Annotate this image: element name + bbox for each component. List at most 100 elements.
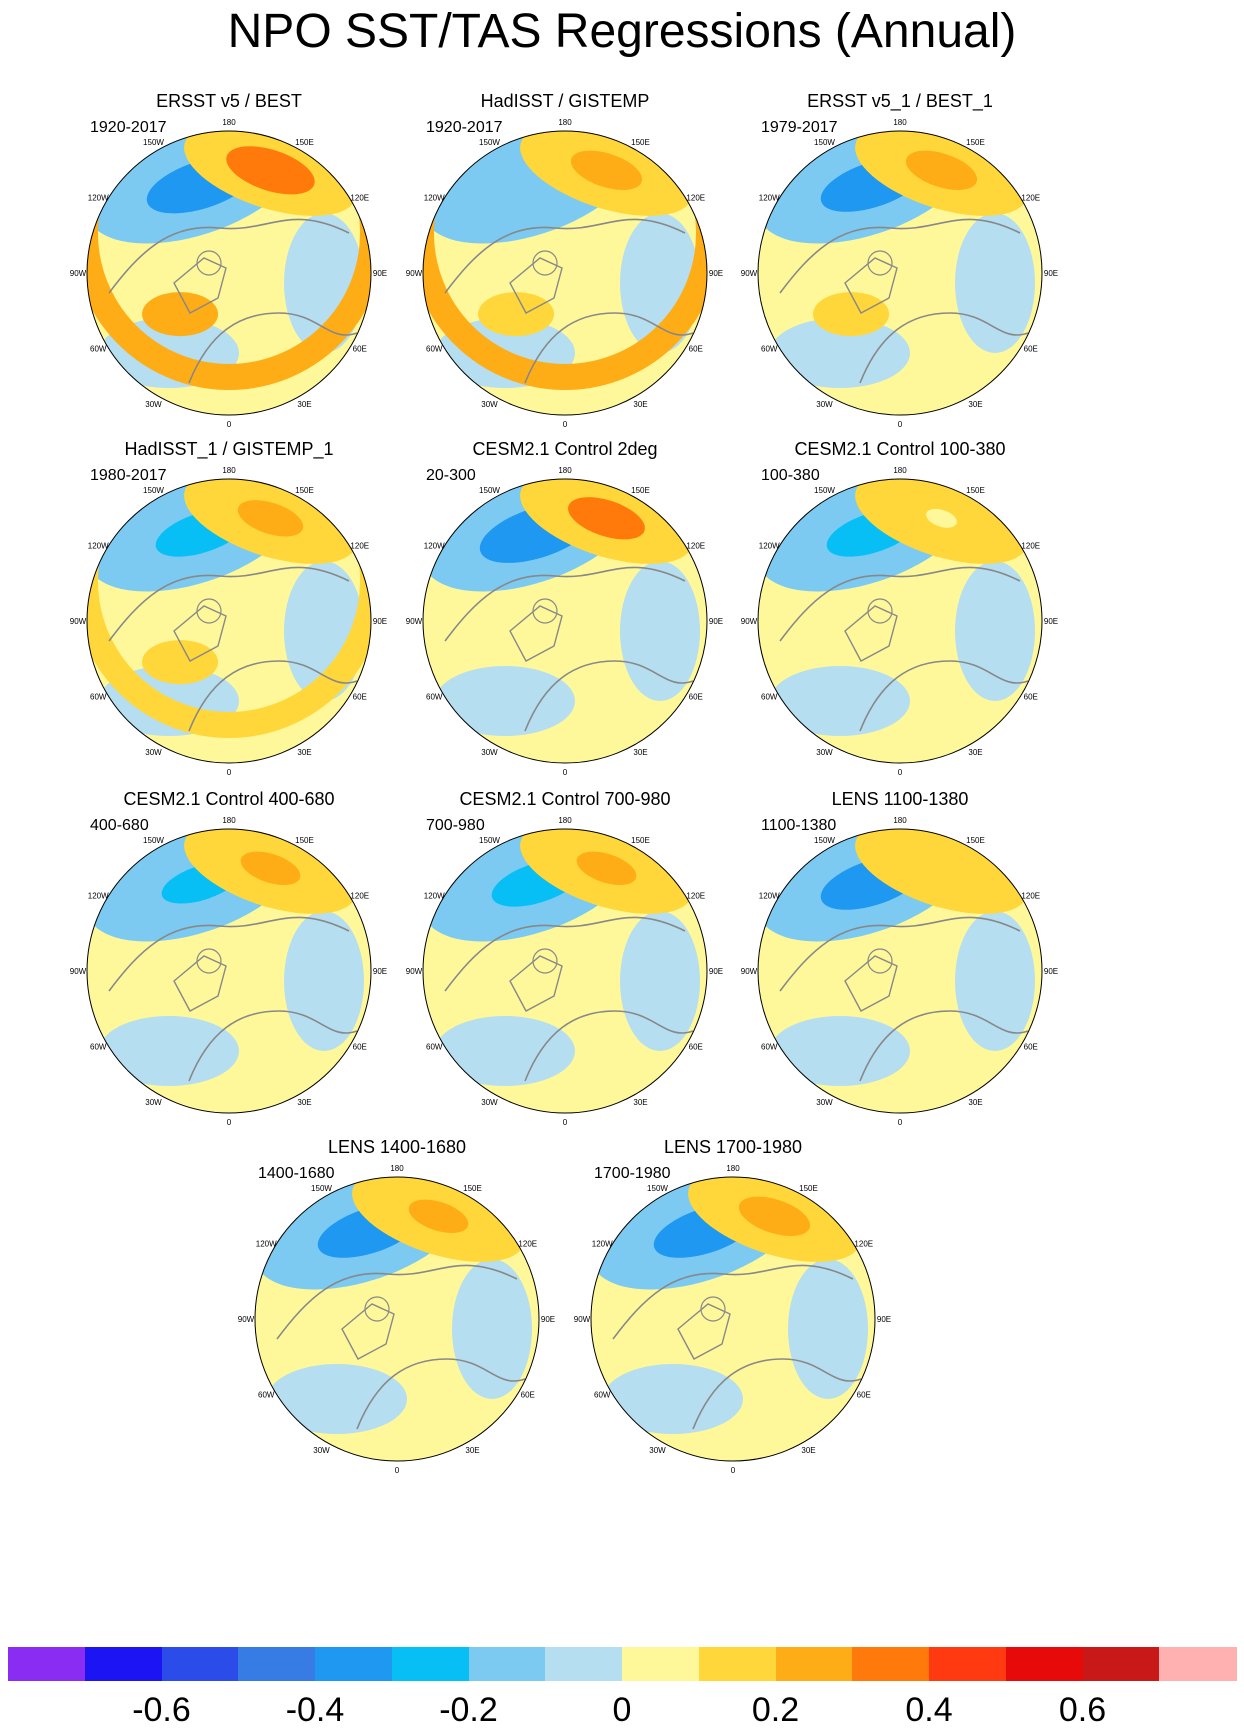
lon-label: 120W <box>424 542 445 551</box>
anomaly-positive-core <box>237 500 304 537</box>
coastline-archipelago <box>867 250 893 276</box>
coastline-eurasia <box>188 312 358 384</box>
lon-label: 0 <box>563 1118 568 1127</box>
lon-label: 60W <box>258 1391 275 1400</box>
panel-title: LENS 1700-1980 <box>663 1137 803 1157</box>
lon-label: 120E <box>350 542 369 551</box>
lon-label: 60E <box>353 1043 367 1052</box>
lon-label: 180 <box>893 816 907 825</box>
lon-label: 90E <box>373 269 387 278</box>
panel-title: LENS 1100-1380 <box>831 789 969 809</box>
lon-label: 60W <box>90 693 107 702</box>
map-panel: CESM2.1 Control 400-680 400-680 180 150E 120… <box>64 788 394 1168</box>
coastline-greenland <box>509 955 563 1012</box>
colorbar-tick-label: 0.4 <box>905 1691 953 1729</box>
anomaly-weak-negative-east <box>788 1259 868 1399</box>
lon-label: 60W <box>761 693 778 702</box>
coastline-archipelago <box>196 948 222 974</box>
coastline-pacific <box>612 1264 854 1340</box>
colorbar-swatch <box>468 1647 546 1681</box>
lon-label: 30E <box>968 1098 982 1107</box>
lon-label: 120W <box>88 542 109 551</box>
anomaly-weak-negative-east <box>955 911 1035 1051</box>
lon-label: 0 <box>898 768 903 777</box>
anomaly-weak-negative-east <box>620 911 700 1051</box>
lon-label: 60W <box>90 1043 107 1052</box>
lon-label: 60E <box>689 693 703 702</box>
map-boundary <box>86 478 372 764</box>
lon-label: 120E <box>1021 194 1040 203</box>
lon-label: 150W <box>311 1184 332 1193</box>
map-panel: ERSST v5_1 / BEST_1 1979-2017 180 150E 120E 9… <box>735 90 1065 470</box>
lon-label: 90E <box>1044 617 1058 626</box>
map-panel: CESM2.1 Control 100-380 100-380 180 150E 120… <box>735 438 1065 818</box>
coastline-eurasia <box>524 660 694 732</box>
lon-label: 90W <box>741 967 758 976</box>
coastline-eurasia <box>188 660 358 732</box>
lon-label: 180 <box>558 118 572 127</box>
lon-label: 30E <box>297 400 311 409</box>
polar-map: 180 150E 120E 90E 60E 30E 0 30W 60W 90W 120W 150W <box>406 816 723 1127</box>
lon-label: 30W <box>481 748 498 757</box>
lon-label: 150E <box>295 486 314 495</box>
anomaly-weak-negative-east <box>620 561 700 701</box>
anomaly-positive-core <box>905 150 978 190</box>
lon-label: 60W <box>426 1043 443 1052</box>
lon-label: 150W <box>143 486 164 495</box>
lon-label: 90W <box>70 967 87 976</box>
anomaly-positive-core <box>926 508 957 528</box>
lon-label: 150W <box>814 138 835 147</box>
lon-label: 30E <box>297 1098 311 1107</box>
lon-label: 90E <box>373 617 387 626</box>
anomaly-weak-negative-atlantic <box>770 1016 910 1086</box>
coastline-greenland <box>844 955 898 1012</box>
anomaly-positive-rim <box>87 131 371 390</box>
coastline-archipelago <box>532 948 558 974</box>
lon-label: 60W <box>90 345 107 354</box>
lon-label: 150W <box>814 486 835 495</box>
panel-period: 1100-1380 <box>761 817 837 834</box>
lon-label: 30W <box>145 748 162 757</box>
polar-map: 180 150E 120E 90E 60E 30E 0 30W 60W 90W 120W 150W <box>741 816 1058 1127</box>
map-boundary <box>757 130 1043 416</box>
lon-label: 150W <box>479 486 500 495</box>
polar-map: 180 150E 120E 90E 60E 30E 0 30W 60W 90W 120W 150W <box>70 816 387 1127</box>
lon-label: 180 <box>558 466 572 475</box>
anomaly-positive-core <box>914 853 969 884</box>
coastline-eurasia <box>524 1010 694 1082</box>
colorbar-swatch <box>622 1647 700 1681</box>
panel-period: 700-980 <box>426 817 485 834</box>
lon-label: 60E <box>1024 693 1038 702</box>
coastline-archipelago <box>867 948 893 974</box>
coastline-pacific <box>108 566 350 642</box>
lon-label: 60E <box>1024 345 1038 354</box>
panel-title: ERSST v5_1 / BEST_1 <box>807 91 993 111</box>
lon-label: 120W <box>88 194 109 203</box>
colorbar-tick-label: -0.2 <box>439 1691 498 1729</box>
lon-label: 150E <box>295 138 314 147</box>
map-panel: LENS 1100-1380 1100-1380 180 150E 120E 90E 60E… <box>735 788 1065 1168</box>
polar-map: 180 150E 120E 90E 60E 30E 0 30W 60W 90W 120W 150W <box>406 466 723 777</box>
panel-period: 1700-1980 <box>594 1165 671 1182</box>
panel-period: 20-300 <box>426 467 476 484</box>
lon-label: 150W <box>814 836 835 845</box>
lon-label: 120E <box>350 194 369 203</box>
anomaly-positive-core <box>408 1199 469 1234</box>
anomaly-positive-rim <box>87 479 371 738</box>
lon-label: 150W <box>479 836 500 845</box>
map-boundary <box>757 828 1043 1114</box>
colorbar-tick-label: -0.4 <box>285 1691 345 1729</box>
anomaly-weak-negative-atlantic <box>435 666 575 736</box>
lon-label: 120W <box>759 194 780 203</box>
anomaly-weak-negative-atlantic <box>770 318 910 388</box>
lon-label: 90W <box>574 1315 591 1324</box>
lon-label: 180 <box>222 816 236 825</box>
lon-label: 90W <box>70 269 87 278</box>
lon-label: 0 <box>898 1118 903 1127</box>
lon-label: 180 <box>222 118 236 127</box>
lon-label: 180 <box>390 1164 404 1173</box>
polar-map: 180 150E 120E 90E 60E 30E 0 30W 60W 90W 120W 150W <box>70 118 387 429</box>
anomaly-weak-negative-east <box>452 1259 532 1399</box>
colorbar-swatch <box>545 1647 623 1681</box>
map-boundary <box>422 130 708 416</box>
